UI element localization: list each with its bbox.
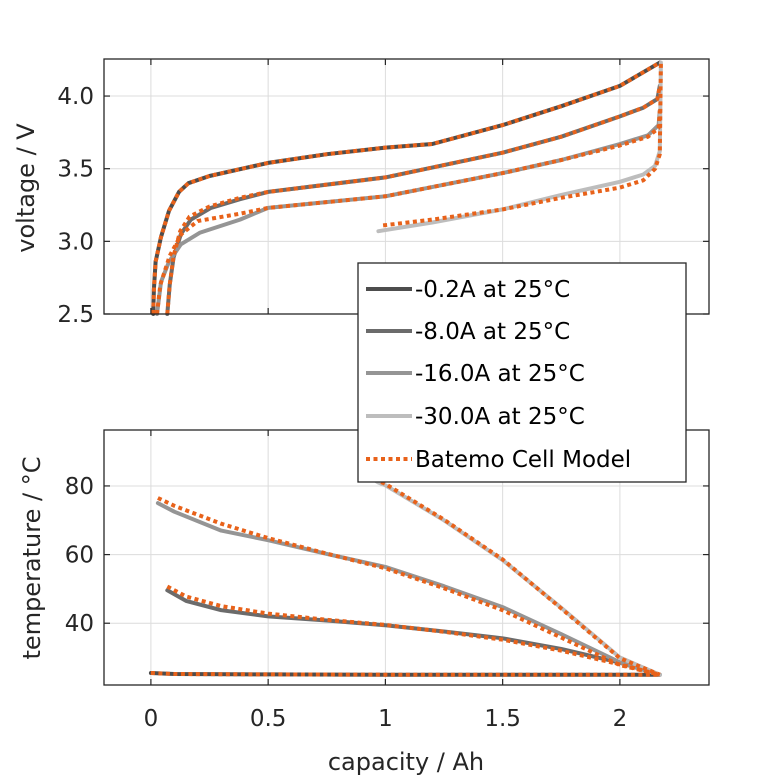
voltage-y-tick-label: 4.0 (57, 84, 94, 110)
temperature-x-tick-label: 1 (378, 706, 393, 732)
y-axis-label-temperature: temperature / °C (18, 457, 46, 660)
legend-label: -8.0A at 25°C (415, 319, 570, 345)
temperature-y-tick-label: 40 (65, 611, 94, 637)
legend-label: -30.0A at 25°C (415, 404, 585, 430)
y-axis-label-voltage: voltage / V (12, 123, 40, 253)
temperature-y-tick-label: 60 (65, 543, 94, 569)
temperature-panel: 40 60 80 0 0.5 1 1.5 2 (65, 429, 710, 732)
legend-label: -0.2A at 25°C (415, 277, 570, 303)
voltage-y-tick-label: 2.5 (57, 302, 94, 328)
legend-label: -16.0A at 25°C (415, 361, 585, 387)
voltage-y-tick-label: 3.0 (57, 229, 94, 255)
x-axis-label-capacity: capacity / Ah (328, 748, 484, 776)
temperature-x-tick-label: 1.5 (484, 706, 521, 732)
voltage-series-model (151, 60, 661, 315)
voltage-y-tick-label: 3.5 (57, 157, 94, 183)
temperature-series-model (360, 468, 661, 677)
legend-box (357, 262, 687, 483)
voltage-panel: 2.5 3.0 3.5 4.0 (57, 58, 710, 328)
voltage-series-model (155, 110, 662, 315)
temperature-x-tick-label: 0 (144, 706, 159, 732)
temperature-series-model (150, 671, 660, 677)
legend-label: Batemo Cell Model (415, 447, 631, 473)
temperature-series--16.0a (155, 501, 662, 677)
temperature-y-tick-label: 80 (65, 474, 94, 500)
temperature-series-model (157, 496, 661, 677)
temperature-x-tick-label: 0.5 (250, 706, 287, 732)
temperature-x-tick-label: 2 (613, 706, 628, 732)
temperature-series--8.0a (165, 588, 662, 677)
temperature-series-model (166, 584, 661, 677)
legend: -0.2A at 25°C -8.0A at 25°C -16.0A at 25°C… (357, 262, 687, 483)
temperature-series--30.0a (359, 470, 662, 677)
